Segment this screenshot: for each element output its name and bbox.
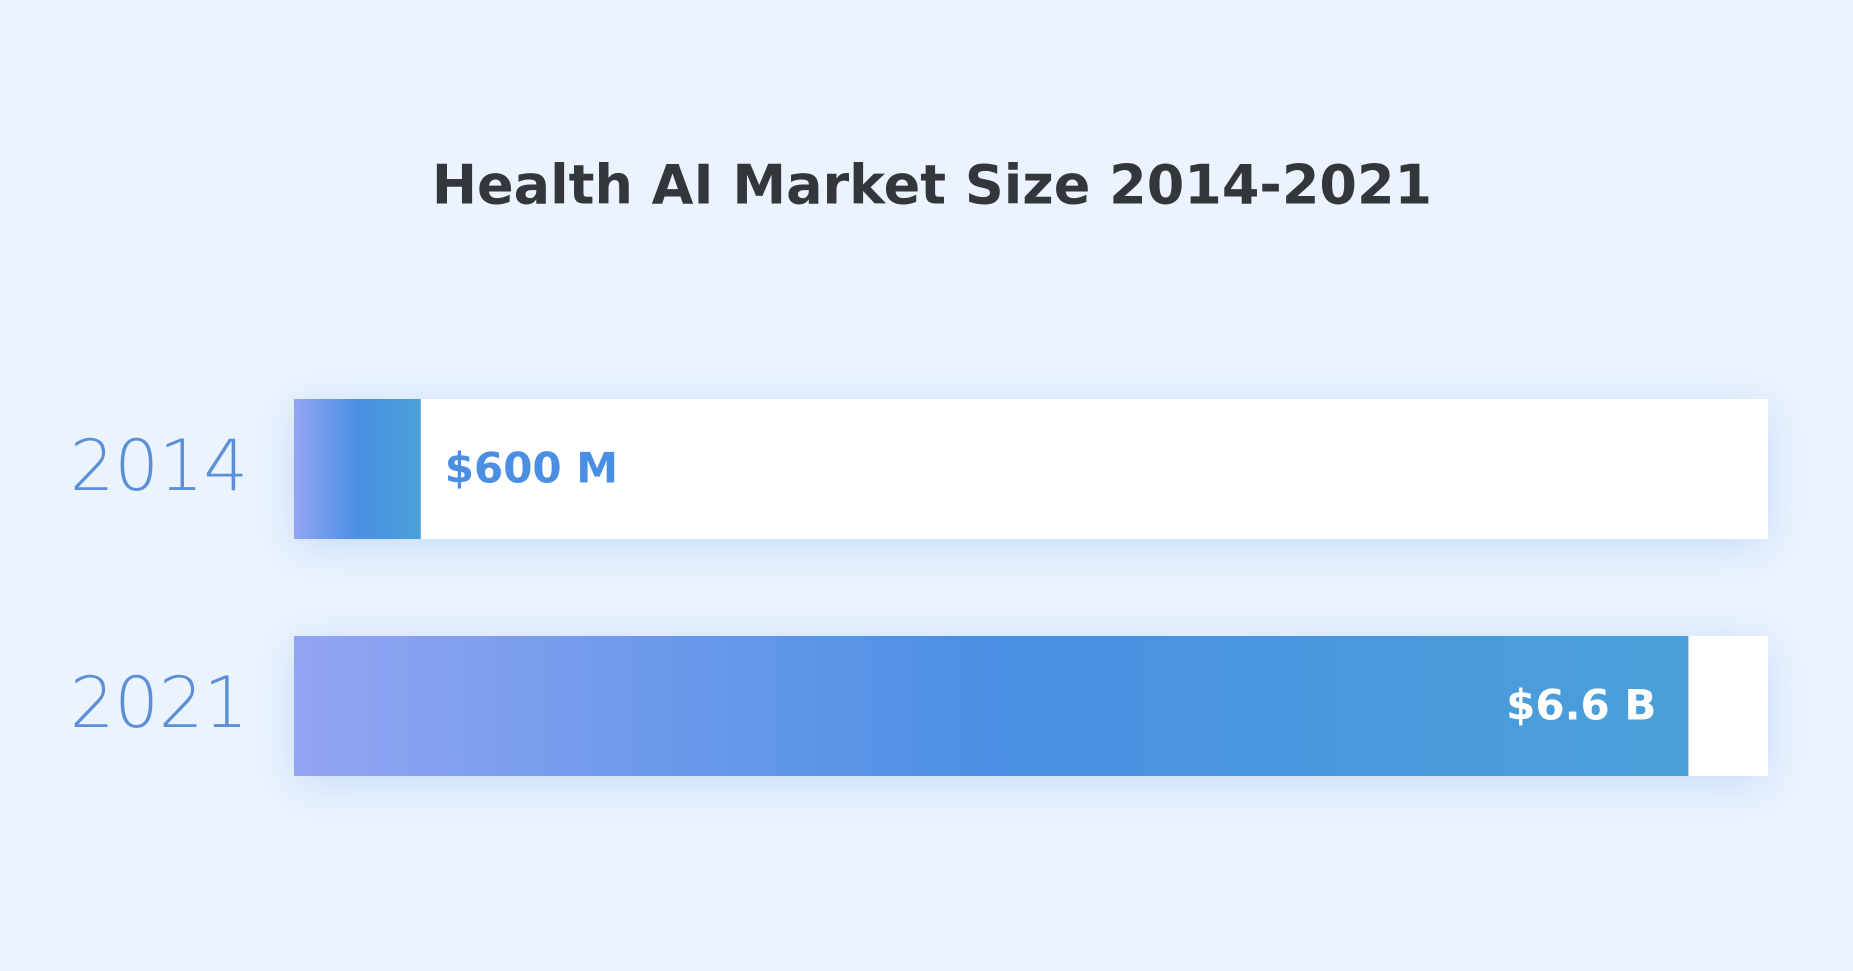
value-label: $6.6 B [1506,681,1656,730]
category-label: 2021 [70,662,248,744]
bar [294,399,421,539]
category-label: 2014 [70,425,248,507]
bar [294,636,1689,776]
value-label: $600 M [445,444,618,493]
bar-track [294,399,1768,539]
chart-title: Health AI Market Size 2014-2021 [432,154,1432,217]
